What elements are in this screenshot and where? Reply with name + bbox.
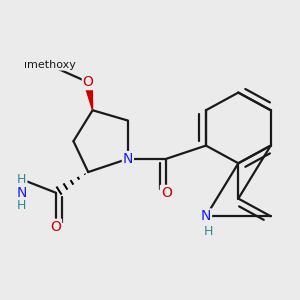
Polygon shape bbox=[84, 82, 93, 110]
Text: N: N bbox=[17, 186, 27, 200]
Text: N: N bbox=[201, 209, 211, 223]
Text: H: H bbox=[204, 225, 214, 238]
Text: O: O bbox=[83, 75, 94, 89]
Text: methoxy: methoxy bbox=[24, 60, 70, 70]
Text: H: H bbox=[17, 173, 27, 186]
Text: methoxy: methoxy bbox=[27, 60, 76, 70]
Text: O: O bbox=[50, 220, 61, 234]
Text: N: N bbox=[123, 152, 133, 166]
Text: H: H bbox=[17, 200, 27, 212]
Text: O: O bbox=[161, 186, 172, 200]
